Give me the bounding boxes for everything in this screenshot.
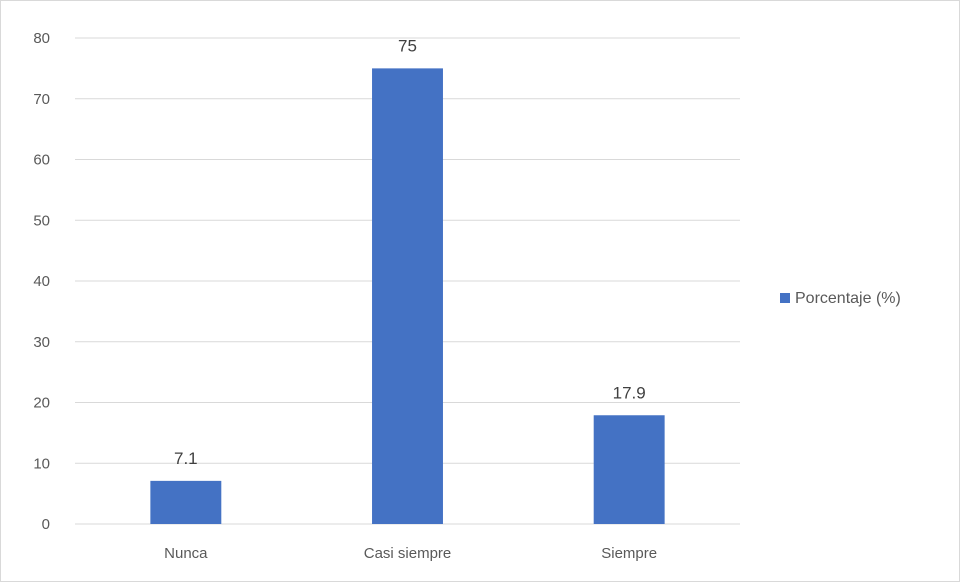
y-tick-label: 40 xyxy=(33,273,50,290)
y-tick-label: 60 xyxy=(33,152,50,169)
y-tick-label: 70 xyxy=(33,91,50,108)
x-axis: Nunca Casi siempre Siempre xyxy=(164,545,657,562)
legend-swatch xyxy=(780,293,790,303)
x-tick-label: Nunca xyxy=(164,545,208,562)
data-labels: 7.1 75 17.9 xyxy=(174,36,646,467)
y-tick-label: 30 xyxy=(33,334,50,351)
x-tick-label: Siempre xyxy=(601,545,657,562)
data-label: 7.1 xyxy=(174,449,198,468)
data-label: 75 xyxy=(398,36,417,55)
y-tick-label: 20 xyxy=(33,395,50,412)
y-tick-label: 10 xyxy=(33,455,50,472)
y-axis: 0 10 20 30 40 50 60 70 80 xyxy=(33,30,50,533)
legend-label: Porcentaje (%) xyxy=(795,290,901,307)
y-tick-label: 50 xyxy=(33,212,50,229)
bar xyxy=(593,415,665,524)
bar xyxy=(372,68,443,524)
x-tick-label: Casi siempre xyxy=(364,545,452,562)
y-tick-label: 80 xyxy=(33,30,50,47)
bar xyxy=(150,480,222,524)
legend: Porcentaje (%) xyxy=(780,290,901,307)
bars xyxy=(150,68,665,524)
y-tick-label: 0 xyxy=(42,516,50,533)
data-label: 17.9 xyxy=(613,383,646,402)
